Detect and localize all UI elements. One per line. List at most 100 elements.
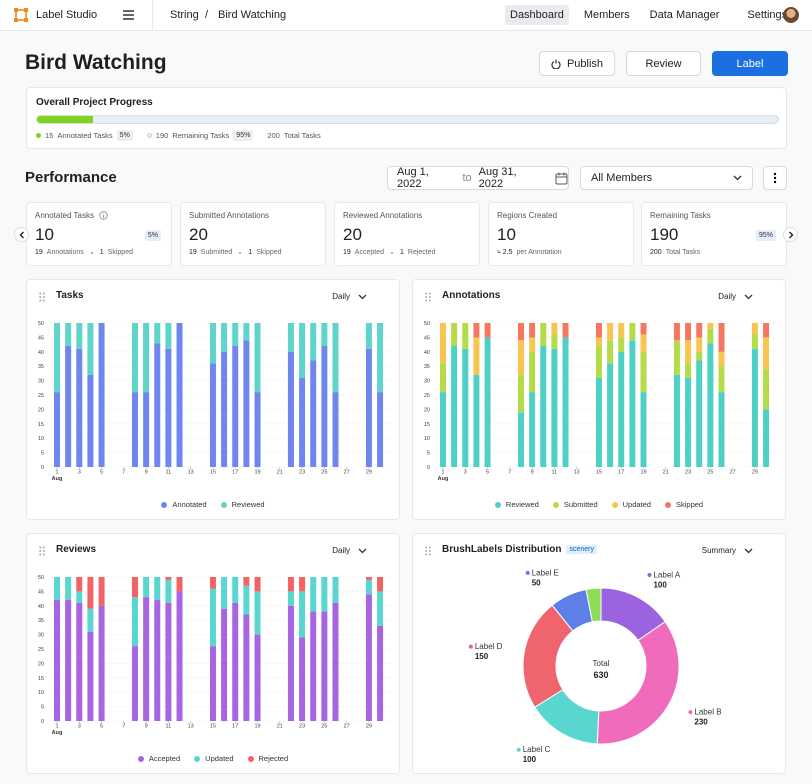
progress-legend: 15 Annotated Tasks 5% 190 Remaining Tasks 95… [36, 130, 321, 141]
detail-label: Annotations [46, 249, 84, 256]
bar-segment [640, 334, 647, 352]
legend-item[interactable]: Rejected [247, 754, 289, 763]
breadcrumb[interactable]: String [170, 9, 199, 21]
pie-slice [596, 620, 680, 745]
legend-item[interactable]: Reviewed [220, 500, 265, 509]
bar-segment [254, 591, 261, 635]
nav-tab[interactable]: Settings [747, 9, 788, 21]
drag-handle[interactable] [39, 546, 45, 556]
members-select[interactable]: All Members [580, 166, 753, 190]
bar-segment [209, 363, 216, 467]
legend-item[interactable]: Updated [194, 754, 234, 763]
bar-segment [332, 323, 339, 393]
period-select[interactable]: Daily [332, 546, 367, 555]
drag-handle[interactable] [425, 292, 431, 302]
date-from: Aug 1, 2022 [397, 166, 429, 190]
y-tick-label: 30 [38, 379, 44, 385]
period-select[interactable]: Daily [332, 292, 367, 301]
avatar[interactable] [783, 7, 799, 23]
bar-segment [143, 323, 150, 393]
y-tick-label: 40 [38, 350, 44, 356]
chart-title: Reviews [56, 544, 97, 555]
nav-tab[interactable]: Data Manager [649, 9, 720, 21]
period-value: Summary [701, 546, 736, 555]
chart-header: Tasks [56, 290, 84, 301]
logo [14, 8, 28, 22]
legend-item[interactable]: Submitted [552, 500, 598, 509]
legend-item[interactable]: Updated [611, 500, 651, 509]
chart-title: Annotations [442, 290, 501, 301]
publish-button[interactable]: Publish [539, 51, 615, 76]
legend-item[interactable]: Accepted [137, 754, 181, 763]
nav-tab[interactable]: Dashboard [505, 5, 569, 25]
x-tick-label: 11 [552, 470, 558, 476]
detail-label: Skipped [256, 249, 282, 256]
detail-value: 1 [399, 249, 404, 256]
breadcrumb-separator: / [205, 9, 209, 21]
bar-segment [76, 577, 83, 592]
x-tick-label: 25 [321, 470, 327, 476]
info-icon[interactable] [99, 211, 108, 220]
prev-arrow[interactable] [14, 227, 29, 242]
breadcrumb[interactable]: Bird Watching [218, 9, 287, 21]
slice-value: 50 [532, 578, 541, 587]
bar-segment [629, 340, 636, 467]
nav-tab[interactable]: Members [583, 9, 630, 21]
stat-title: Annotated Tasks [35, 211, 108, 220]
slice-label-dot [688, 710, 693, 715]
stat-title-text: Remaining Tasks [650, 211, 711, 220]
x-tick-label: 19 [254, 724, 260, 730]
label-button[interactable]: Label [712, 51, 788, 76]
stat-title: Regions Created [497, 211, 557, 220]
legend-swatch [494, 502, 501, 508]
x-tick-label: 5 [486, 470, 489, 476]
bar-segment [763, 337, 770, 370]
bar-segment [299, 591, 306, 638]
date-range[interactable]: Aug 1, 2022 to Aug 31, 2022 [387, 166, 569, 190]
bar-segment [287, 577, 294, 592]
legend-label: Rejected [258, 754, 289, 763]
legend-item[interactable]: Reviewed [494, 500, 539, 509]
detail-label: Skipped [107, 249, 133, 256]
legend-swatch [161, 502, 168, 508]
y-tick-label: 30 [424, 379, 430, 385]
bar-segment [154, 577, 161, 601]
bar-segment [618, 351, 625, 467]
legend-label: Reviewed [231, 500, 265, 509]
x-tick-label: 29 [752, 470, 758, 476]
bar-segment [673, 323, 680, 341]
period-select[interactable]: Daily [718, 292, 753, 301]
drag-handle[interactable] [425, 546, 431, 556]
bar-segment [154, 600, 161, 721]
review-button[interactable]: Review [626, 51, 701, 76]
slice-value: 100 [523, 755, 537, 764]
bar-segment [517, 340, 524, 375]
x-tick-label: 23 [299, 724, 305, 730]
bar-segment [165, 602, 172, 721]
percent: 95% [233, 130, 254, 141]
bar-segment [221, 323, 228, 352]
bar-segment [254, 634, 261, 721]
bar-segment [377, 591, 384, 626]
next-arrow[interactable] [783, 227, 798, 242]
stat-badge: 95% [755, 230, 776, 241]
chart-card: 0 5 10 15 20 25 30 35 40 45 50 1 3 5 7 9 11 13 15 17 19 21 23 2… [26, 533, 400, 774]
slice-label-dot [525, 570, 530, 575]
more-button[interactable] [763, 166, 787, 190]
x-tick-label: 13 [574, 470, 580, 476]
bar-segment [131, 577, 138, 598]
menu-icon[interactable] [122, 9, 135, 21]
y-tick-label: 5 [41, 705, 44, 711]
label: Remaining Tasks [172, 131, 230, 140]
bar-segment [440, 363, 446, 393]
detail-label: Rejected [407, 249, 436, 256]
legend-label: Accepted [148, 754, 181, 763]
legend-item[interactable]: Skipped [664, 500, 703, 509]
legend-item[interactable]: Annotated [161, 500, 207, 509]
button-label: Label [736, 57, 764, 70]
period-select[interactable]: Summary [702, 546, 753, 555]
bar-segment [707, 343, 714, 467]
drag-handle[interactable] [39, 292, 45, 302]
center-value: 630 [593, 670, 608, 680]
